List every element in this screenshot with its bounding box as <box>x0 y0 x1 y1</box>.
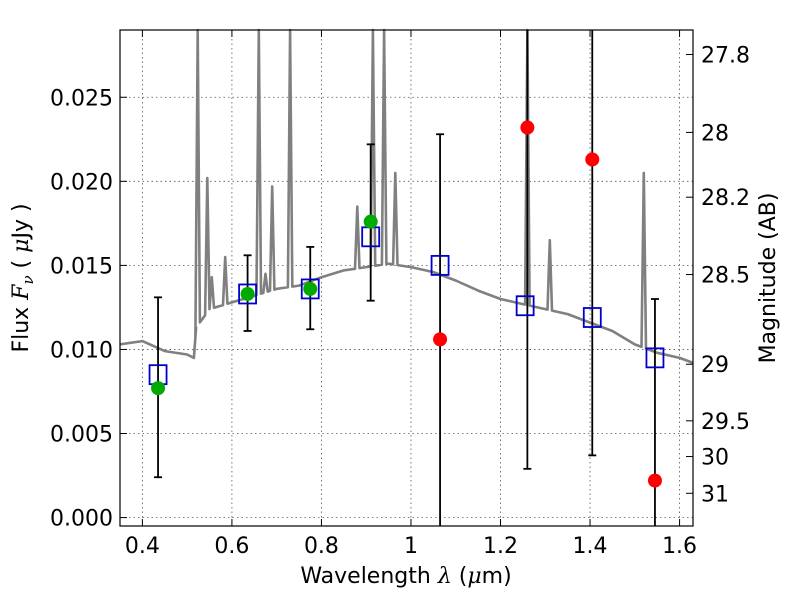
model-point <box>582 307 602 328</box>
x-tick-label: 0.8 <box>304 534 339 559</box>
x-tick-label: 1.2 <box>483 534 518 559</box>
model-points <box>148 226 665 386</box>
magnitude-tick-label: 29 <box>701 353 729 378</box>
upper-limit-point <box>520 120 535 135</box>
magnitude-tick-label: 30 <box>701 446 729 471</box>
detection-point <box>303 281 318 296</box>
magnitude-tick-label: 28 <box>701 121 729 146</box>
sed-curve <box>119 28 694 365</box>
upper-limit-point <box>585 152 600 167</box>
y-tick-label: 0.020 <box>50 170 113 195</box>
magnitude-tick-label: 28.2 <box>701 186 750 211</box>
magnitude-tick-label: 28.5 <box>701 264 750 289</box>
y-tick-label: 0.025 <box>50 86 113 111</box>
x-tick-label: 1 <box>404 534 418 559</box>
x-tick-label: 0.4 <box>125 534 160 559</box>
model-point <box>515 295 535 317</box>
y-axis-ticks: 0.000 0.005 0.010 0.015 0.020 0.025 <box>50 86 127 532</box>
detection-point <box>363 214 378 229</box>
y-axis-label: Flux Fν ( μJy ) <box>9 203 37 352</box>
model-point <box>300 278 320 300</box>
sed-line <box>119 28 694 365</box>
detection-point <box>151 381 166 396</box>
y-tick-label: 0.005 <box>50 423 113 448</box>
magnitude-tick-label: 29.5 <box>701 410 750 435</box>
model-point <box>430 254 450 276</box>
x-tick-label: 1.4 <box>573 534 608 559</box>
x-axis-label: Wavelength λ (μm) <box>300 564 511 589</box>
magnitude-axis-ticks: 27.8 28 28.2 28.5 29 29.5 30 31 <box>686 43 750 507</box>
plot-frame <box>119 29 694 527</box>
magnitude-tick-label: 27.8 <box>701 43 750 68</box>
model-point <box>645 347 665 369</box>
magnitude-tick-label: 31 <box>701 482 729 507</box>
observed-points <box>151 120 662 488</box>
detection-point <box>240 286 255 301</box>
magnitude-axis-label: Magnitude (AB) <box>756 193 781 364</box>
y-tick-label: 0.000 <box>50 507 113 532</box>
x-tick-label: 0.6 <box>214 534 249 559</box>
upper-limit-point <box>433 332 448 347</box>
y-tick-label: 0.010 <box>50 338 113 363</box>
x-tick-label: 1.6 <box>662 534 697 559</box>
x-axis-ticks: 0.4 0.6 0.8 1 1.2 1.4 1.6 <box>125 30 697 559</box>
upper-limit-point <box>647 473 662 488</box>
y-tick-label: 0.015 <box>50 254 113 279</box>
model-point <box>238 283 257 305</box>
